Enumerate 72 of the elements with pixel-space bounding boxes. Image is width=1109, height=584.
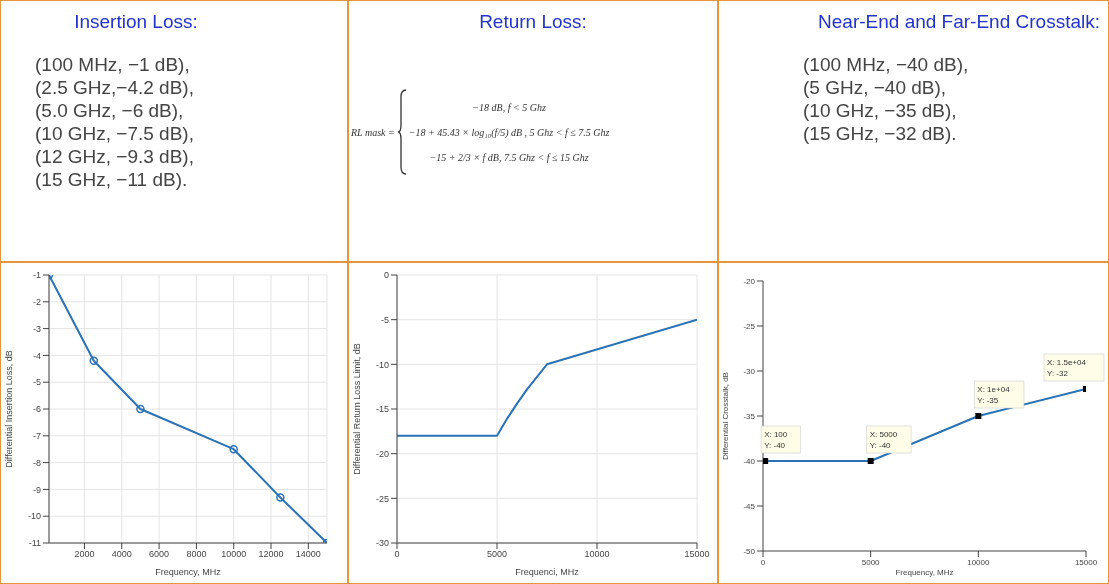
y-tick-label: 0 bbox=[383, 270, 389, 281]
x-tick-label: 5000 bbox=[861, 557, 881, 567]
point bbox=[229, 444, 238, 454]
text: (100 MHz, −1 dB), bbox=[35, 53, 191, 76]
text: (100 MHz, −40 dB), bbox=[803, 53, 970, 76]
text: (10 GHz, −35 dB), bbox=[803, 99, 958, 122]
y-tick-label: -45 bbox=[743, 501, 756, 511]
y-tick-label: -20 bbox=[743, 276, 756, 286]
annotation: X: 1.5e+04 Y: -32 bbox=[1047, 358, 1087, 378]
y-tick-label: -9 bbox=[32, 484, 41, 495]
x-axis-title: Frequency, MHz bbox=[155, 567, 222, 577]
point bbox=[136, 404, 145, 414]
x-tick-label: 6000 bbox=[149, 549, 170, 560]
x-tick-label: 15000 bbox=[1074, 557, 1098, 567]
x-tick-label: 2000 bbox=[74, 549, 95, 560]
text: Near-End and Far-End Crosstalk: bbox=[817, 11, 1101, 33]
text: Insertion Loss: bbox=[73, 11, 199, 33]
text: Return Loss: bbox=[478, 11, 588, 33]
annotation: X: 1e+04 Y: -35 bbox=[977, 385, 1011, 405]
y-tick-label: -5 bbox=[380, 314, 389, 325]
y-tick-label: -25 bbox=[743, 321, 756, 331]
y-axis-title: Differential Crosstalk, dB bbox=[720, 372, 730, 460]
x-tick-label: 0 bbox=[394, 549, 400, 560]
y-tick-label: -4 bbox=[32, 350, 41, 361]
text: (12 GHz, −9.3 dB), bbox=[35, 145, 195, 168]
x-tick-label: 12000 bbox=[258, 549, 284, 560]
y-tick-label: -5 bbox=[32, 377, 41, 388]
y-tick-label: -20 bbox=[375, 448, 389, 459]
text: (15 GHz, −32 dB). bbox=[803, 122, 958, 145]
y-tick-label: -10 bbox=[27, 511, 41, 522]
y-tick-label: -2 bbox=[32, 296, 41, 307]
y-tick-label: -50 bbox=[743, 546, 756, 556]
y-tick-label: -35 bbox=[743, 411, 756, 421]
text: −15 + 2/3 × f dB, 7.5 Ghz < f ≤ 15 Ghz bbox=[429, 151, 589, 163]
y-tick-label: -7 bbox=[32, 430, 41, 441]
point bbox=[89, 356, 99, 366]
text: RL mask = bbox=[351, 126, 395, 138]
text: (5.0 GHz, −6 dB), bbox=[35, 99, 185, 122]
text: −18 + 45.43 × log₁₀(f/5) dB , 5 Ghz < f ≤ 7.5 Ghz bbox=[408, 126, 610, 138]
annotation: X: 5000 Y: -40 bbox=[869, 430, 898, 450]
x-tick-label: 8000 bbox=[186, 549, 207, 560]
x-tick-label: 14000 bbox=[295, 549, 321, 560]
text: (15 GHz, −11 dB). bbox=[35, 168, 189, 191]
x-axis-title: Frequency, MHz bbox=[895, 568, 954, 577]
y-tick-label: -11 bbox=[28, 538, 41, 549]
x-tick-label: 10000 bbox=[221, 549, 247, 560]
y-tick-label: -10 bbox=[375, 359, 389, 370]
y-tick-label: -3 bbox=[32, 323, 41, 334]
y-tick-label: -15 bbox=[375, 404, 389, 415]
point bbox=[276, 493, 285, 502]
text: (2.5 GHz,−4.2 dB), bbox=[35, 76, 195, 99]
y-tick-label: -6 bbox=[32, 404, 41, 415]
line-series bbox=[397, 318, 697, 437]
y-tick-label: -1 bbox=[32, 270, 41, 281]
y-tick-label: -40 bbox=[743, 456, 756, 466]
y-tick-label: -30 bbox=[743, 366, 756, 376]
text: (10 GHz, −7.5 dB), bbox=[35, 122, 195, 145]
text: −18 dB, f < 5 Ghz bbox=[472, 101, 546, 113]
x-tick-label: 5000 bbox=[486, 549, 508, 560]
x-tick-label: 4000 bbox=[111, 549, 132, 560]
y-tick-label: -25 bbox=[375, 493, 389, 504]
y-axis-title: Differential Return Loss Limit, dB bbox=[352, 343, 363, 475]
y-axis-title: Differential Insertion Loss, dB bbox=[4, 350, 15, 468]
y-tick-label: -30 bbox=[375, 538, 389, 549]
x-tick-label: 10000 bbox=[584, 549, 610, 560]
x-tick-label: 15000 bbox=[684, 549, 710, 560]
x-axis-title: Frequenci, MHz bbox=[515, 567, 580, 577]
text: (5 GHz, −40 dB), bbox=[803, 76, 948, 99]
x-tick-label: 10000 bbox=[967, 557, 991, 567]
y-tick-label: -8 bbox=[32, 457, 41, 468]
x-tick-label: 0 bbox=[760, 557, 766, 567]
annotation: X: 100 Y: -40 bbox=[764, 430, 788, 450]
